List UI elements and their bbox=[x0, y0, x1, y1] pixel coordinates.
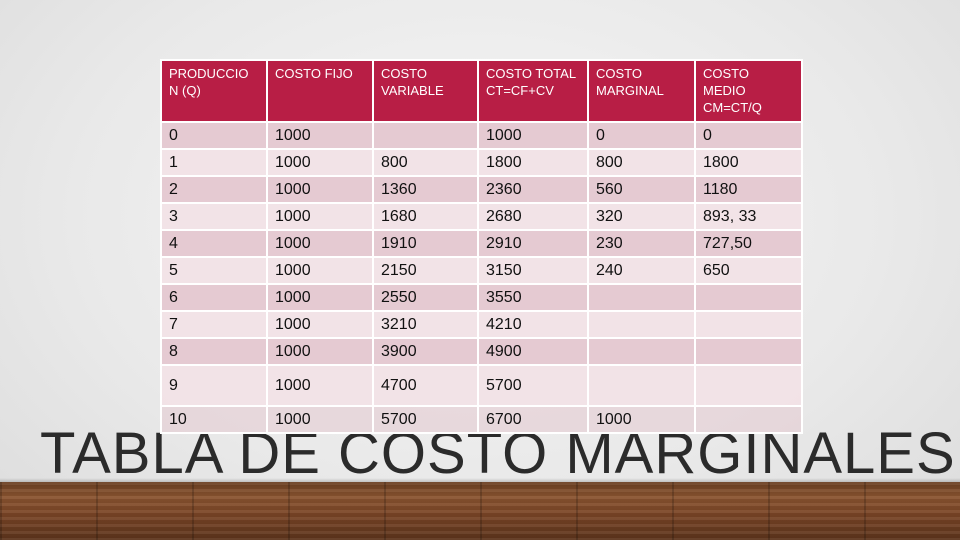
header-costo-marginal: COSTO MARGINAL bbox=[587, 59, 696, 123]
cell-q: 6 bbox=[160, 283, 268, 312]
cell-cme bbox=[694, 283, 803, 312]
cell-q: 0 bbox=[160, 121, 268, 150]
table-row: 7 1000 3210 4210 bbox=[160, 310, 803, 339]
cell-cmg bbox=[587, 364, 696, 407]
cell-cv: 2550 bbox=[372, 283, 479, 312]
table-row: 2 1000 1360 2360 560 1180 bbox=[160, 175, 803, 204]
cell-cf: 1000 bbox=[266, 121, 374, 150]
cell-q: 8 bbox=[160, 337, 268, 366]
cell-q: 5 bbox=[160, 256, 268, 285]
cell-ct: 2360 bbox=[477, 175, 589, 204]
cell-cmg: 560 bbox=[587, 175, 696, 204]
cell-cme bbox=[694, 337, 803, 366]
cell-cf: 1000 bbox=[266, 202, 374, 231]
cell-ct: 2680 bbox=[477, 202, 589, 231]
cell-cv: 5700 bbox=[372, 405, 479, 434]
cell-cme bbox=[694, 310, 803, 339]
table-row: 10 1000 5700 6700 1000 bbox=[160, 405, 803, 434]
header-costo-fijo: COSTO FIJO bbox=[266, 59, 374, 123]
cell-cme: 0 bbox=[694, 121, 803, 150]
cell-ct: 3550 bbox=[477, 283, 589, 312]
cell-cf: 1000 bbox=[266, 229, 374, 258]
cell-cv: 1680 bbox=[372, 202, 479, 231]
header-costo-total: COSTO TOTAL CT=CF+CV bbox=[477, 59, 589, 123]
cell-cv: 1910 bbox=[372, 229, 479, 258]
cell-cmg: 1000 bbox=[587, 405, 696, 434]
cell-cmg bbox=[587, 283, 696, 312]
cell-cv bbox=[372, 121, 479, 150]
cell-cf: 1000 bbox=[266, 405, 374, 434]
header-produccion: PRODUCCIO N (Q) bbox=[160, 59, 268, 123]
cell-cf: 1000 bbox=[266, 283, 374, 312]
cell-q: 3 bbox=[160, 202, 268, 231]
cell-ct: 4210 bbox=[477, 310, 589, 339]
cell-cf: 1000 bbox=[266, 148, 374, 177]
cell-ct: 5700 bbox=[477, 364, 589, 407]
cell-cf: 1000 bbox=[266, 337, 374, 366]
table-row: 0 1000 1000 0 0 bbox=[160, 121, 803, 150]
cell-q: 4 bbox=[160, 229, 268, 258]
table-row: 8 1000 3900 4900 bbox=[160, 337, 803, 366]
cell-ct: 1800 bbox=[477, 148, 589, 177]
table-row: 1 1000 800 1800 800 1800 bbox=[160, 148, 803, 177]
cell-ct: 2910 bbox=[477, 229, 589, 258]
cell-cf: 1000 bbox=[266, 256, 374, 285]
cell-ct: 3150 bbox=[477, 256, 589, 285]
table-row: 5 1000 2150 3150 240 650 bbox=[160, 256, 803, 285]
cell-q: 2 bbox=[160, 175, 268, 204]
cell-cv: 3210 bbox=[372, 310, 479, 339]
cell-q: 10 bbox=[160, 405, 268, 434]
cell-ct: 4900 bbox=[477, 337, 589, 366]
cell-cme bbox=[694, 364, 803, 407]
floor-shadow bbox=[0, 478, 960, 484]
cell-cmg: 800 bbox=[587, 148, 696, 177]
cell-cme: 650 bbox=[694, 256, 803, 285]
cell-cv: 1360 bbox=[372, 175, 479, 204]
cell-cme: 1800 bbox=[694, 148, 803, 177]
cell-cv: 4700 bbox=[372, 364, 479, 407]
cell-cf: 1000 bbox=[266, 364, 374, 407]
wooden-floor bbox=[0, 482, 960, 540]
header-costo-variable: COSTO VARIABLE bbox=[372, 59, 479, 123]
header-costo-medio: COSTO MEDIO CM=CT/Q bbox=[694, 59, 803, 123]
table-row: 4 1000 1910 2910 230 727,50 bbox=[160, 229, 803, 258]
table-row: 6 1000 2550 3550 bbox=[160, 283, 803, 312]
cell-cmg: 0 bbox=[587, 121, 696, 150]
cost-table: PRODUCCIO N (Q) COSTO FIJO COSTO VARIABL… bbox=[160, 59, 803, 434]
cell-cmg: 230 bbox=[587, 229, 696, 258]
cell-cf: 1000 bbox=[266, 175, 374, 204]
cell-cv: 2150 bbox=[372, 256, 479, 285]
cell-ct: 6700 bbox=[477, 405, 589, 434]
cell-cme bbox=[694, 405, 803, 434]
table-row: 9 1000 4700 5700 bbox=[160, 364, 803, 407]
cell-cme: 1180 bbox=[694, 175, 803, 204]
cell-cmg: 240 bbox=[587, 256, 696, 285]
cell-cme: 727,50 bbox=[694, 229, 803, 258]
cell-q: 1 bbox=[160, 148, 268, 177]
table-header-row: PRODUCCIO N (Q) COSTO FIJO COSTO VARIABL… bbox=[160, 59, 803, 123]
cell-cf: 1000 bbox=[266, 310, 374, 339]
cell-cmg bbox=[587, 337, 696, 366]
cell-cv: 3900 bbox=[372, 337, 479, 366]
cell-q: 9 bbox=[160, 364, 268, 407]
cell-q: 7 bbox=[160, 310, 268, 339]
cell-ct: 1000 bbox=[477, 121, 589, 150]
cell-cmg: 320 bbox=[587, 202, 696, 231]
cell-cmg bbox=[587, 310, 696, 339]
cell-cme: 893, 33 bbox=[694, 202, 803, 231]
cell-cv: 800 bbox=[372, 148, 479, 177]
table-row: 3 1000 1680 2680 320 893, 33 bbox=[160, 202, 803, 231]
